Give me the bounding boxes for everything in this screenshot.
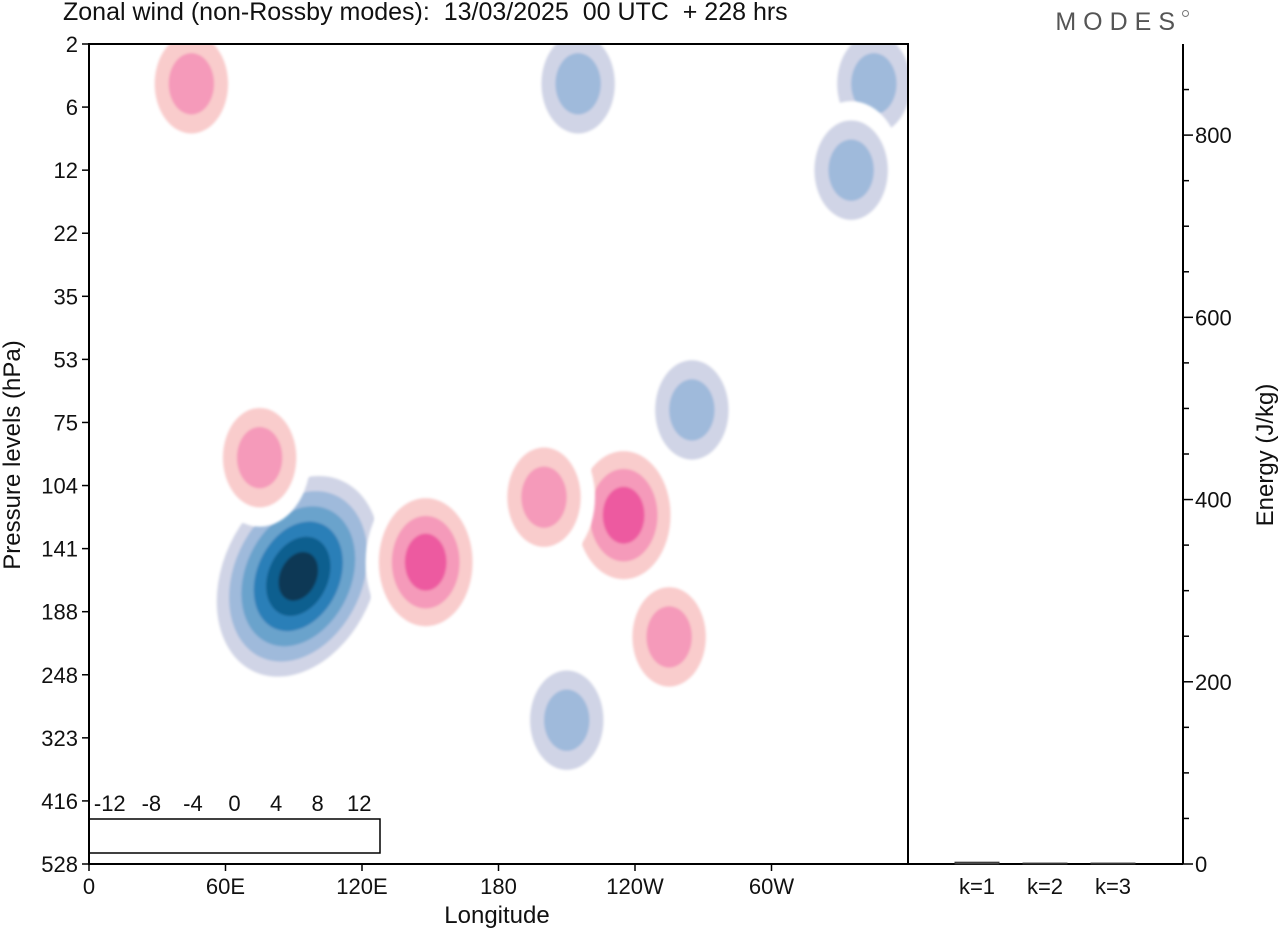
energy-panel: 0 200 400 600 800 k=1 k=2 k=3 xyxy=(908,44,1232,899)
x-tick-label: 0 xyxy=(83,874,95,899)
registered-mark-icon xyxy=(1182,10,1189,17)
colorbar-tick-label: -12 xyxy=(94,791,126,816)
energy-tick-label: 400 xyxy=(1195,488,1232,513)
y-tick-label: 104 xyxy=(41,474,78,499)
x-tick-label: 60W xyxy=(749,874,794,899)
colorbar-tick-label: -8 xyxy=(142,791,162,816)
wind-feature-4 xyxy=(563,433,684,598)
wind-contour xyxy=(521,466,567,528)
x-tick-label: 60E xyxy=(206,874,245,899)
x-axis-title: Longitude xyxy=(444,902,549,929)
energy-category-label: k=2 xyxy=(1027,874,1063,899)
y-tick-label: 6 xyxy=(66,95,78,120)
y-tick-label: 248 xyxy=(41,663,78,688)
y-tick-label: 12 xyxy=(54,158,78,183)
y-tick-label: 528 xyxy=(41,852,78,877)
wind-feature-10 xyxy=(800,101,903,240)
y-tick-label: 22 xyxy=(54,221,78,246)
wind-feature-5 xyxy=(493,428,595,567)
wind-feature-8 xyxy=(527,44,630,153)
energy-category-label: k=1 xyxy=(959,874,995,899)
y-tick-label: 2 xyxy=(66,32,78,57)
y-tick-label: 416 xyxy=(41,789,78,814)
y-tick-label: 35 xyxy=(54,284,78,309)
colorbar-tick-label: 12 xyxy=(347,791,371,816)
energy-axis-title: Energy (J/kg) xyxy=(1252,384,1279,527)
y-tick-label: 53 xyxy=(54,347,78,372)
energy-tick-label: 0 xyxy=(1195,852,1207,877)
wind-contour xyxy=(168,53,215,115)
y-tick-label: 75 xyxy=(54,410,78,435)
wind-contour xyxy=(646,606,692,668)
wind-contour xyxy=(851,53,897,115)
energy-bar xyxy=(1090,862,1136,865)
energy-category-label: k=3 xyxy=(1095,874,1131,899)
colorbar-tick-label: 0 xyxy=(228,791,240,816)
energy-bar xyxy=(1022,862,1068,865)
y-tick-label: 188 xyxy=(41,600,78,625)
wind-contour xyxy=(828,139,874,201)
wind-contour xyxy=(669,379,715,441)
energy-tick-label: 600 xyxy=(1195,305,1232,330)
wind-contour xyxy=(555,53,601,115)
wind-feature-7 xyxy=(140,44,243,153)
colorbar-background xyxy=(85,783,384,857)
y-tick-label: 141 xyxy=(41,537,78,562)
wind-contour xyxy=(404,533,447,591)
y-tick-label: 323 xyxy=(41,726,78,751)
x-tick-label: 120W xyxy=(606,874,664,899)
wind-feature-11 xyxy=(208,388,311,527)
x-tick-label: 120E xyxy=(336,874,387,899)
chart-title: Zonal wind (non-Rossby modes): 13/03/202… xyxy=(63,0,788,26)
wind-feature-12 xyxy=(618,567,721,706)
wind-feature-6 xyxy=(640,340,743,479)
wind-contour xyxy=(278,551,319,601)
y-axis-title: Pressure levels (hPa) xyxy=(0,340,26,569)
brand-logo: MODES xyxy=(1055,8,1182,36)
colorbar-tick-label: 4 xyxy=(270,791,282,816)
x-tick-label: 180 xyxy=(480,874,517,899)
energy-bar xyxy=(954,861,1000,865)
wind-feature-2 xyxy=(365,480,486,645)
energy-tick-label: 800 xyxy=(1195,123,1232,148)
colorbar-tick-label: -4 xyxy=(183,791,203,816)
wind-contour xyxy=(602,486,645,544)
colorbar-tick-label: 8 xyxy=(312,791,324,816)
colorbar: -12 -8 -4 0 4 8 12 xyxy=(85,783,384,857)
energy-tick-label: 200 xyxy=(1195,670,1232,695)
wind-contour xyxy=(544,689,590,751)
wind-field xyxy=(140,44,908,790)
map-axes: 0 60E 120E 180 120W 60W 2 6 12 22 35 53 75 104 141 188 2… xyxy=(41,32,794,899)
wind-feature-3 xyxy=(515,651,618,790)
wind-contour xyxy=(236,426,283,489)
